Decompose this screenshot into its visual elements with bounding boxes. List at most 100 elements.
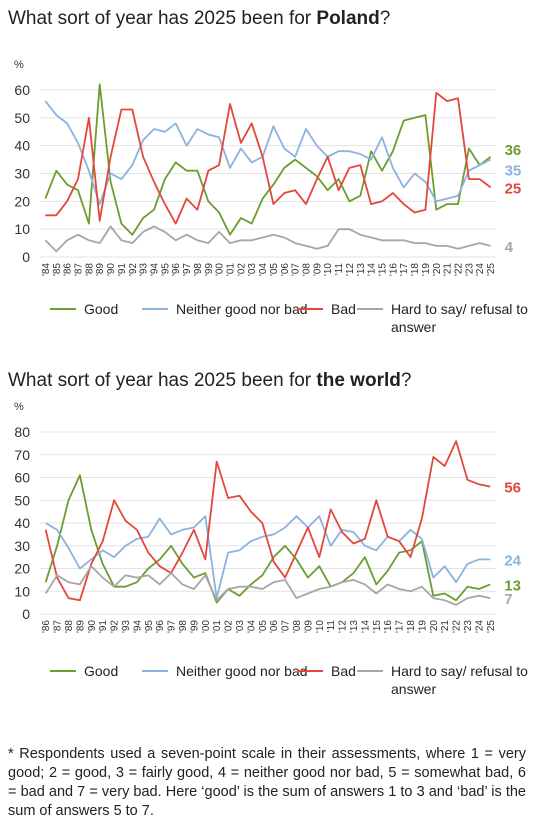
legend-label: Neither good nor bad (176, 663, 308, 679)
series-line (44, 565, 491, 606)
y-tick-label: 70 (14, 447, 30, 463)
legend-item: Neither good nor bad (142, 300, 331, 318)
x-tick-label: '22 (454, 263, 465, 276)
x-tick-label: '03 (235, 620, 246, 633)
x-tick-label: '04 (246, 620, 257, 633)
x-tick-label: '13 (356, 263, 367, 276)
x-tick-label: '10 (315, 620, 326, 633)
x-tick-label: '05 (269, 263, 280, 276)
legend-swatch (50, 308, 76, 310)
x-tick-label: '90 (106, 263, 117, 276)
x-tick-label: '19 (417, 620, 428, 633)
x-tick-label: '17 (399, 263, 410, 276)
legend-item: Neither good nor bad (142, 662, 331, 680)
legend-swatch (357, 308, 383, 310)
x-tick-label: '09 (312, 263, 323, 276)
end-label: 35 (505, 163, 522, 180)
end-label: 36 (505, 142, 522, 159)
x-tick-label: '16 (383, 620, 394, 633)
x-tick-label: '01 (212, 620, 223, 633)
series-line (44, 225, 491, 253)
end-label: 24 (504, 552, 521, 569)
legend-swatch (142, 308, 168, 310)
y-tick-label: 60 (14, 470, 30, 486)
footnote: * Respondents used a seven-point scale i… (8, 746, 526, 819)
legend-label: Neither good nor bad (176, 301, 308, 317)
y-tick-label: 50 (14, 492, 30, 508)
x-tick-label: '17 (395, 620, 406, 633)
x-tick-label: '85 (52, 263, 63, 276)
legend-swatch (297, 670, 323, 672)
y-axis-label: % (14, 401, 24, 413)
x-tick-label: '22 (452, 620, 463, 633)
x-tick-label: '15 (378, 263, 389, 276)
x-tick-label: '88 (84, 263, 95, 276)
legend-label: Bad (331, 301, 356, 317)
x-tick-label: '91 (117, 263, 128, 276)
x-tick-label: '93 (139, 263, 150, 276)
x-tick-label: '01 (226, 263, 237, 276)
y-tick-label: 10 (14, 221, 30, 237)
legend-swatch (142, 670, 168, 672)
x-tick-label: '06 (280, 263, 291, 276)
series-line (44, 440, 491, 602)
title-text: What sort of year has 2025 been for (8, 8, 317, 29)
x-tick-label: '14 (367, 263, 378, 276)
x-tick-label: '25 (486, 620, 497, 633)
y-axis-label: % (14, 59, 24, 71)
series-line (45, 515, 491, 600)
x-tick-label: '14 (360, 620, 371, 633)
x-tick-label: '84 (41, 263, 52, 276)
x-tick-label: '96 (155, 620, 166, 633)
x-tick-label: '94 (132, 620, 143, 633)
y-tick-label: 0 (22, 606, 30, 622)
x-tick-label: '19 (421, 263, 432, 276)
legend-label: Good (84, 663, 119, 679)
legend-swatch (297, 308, 323, 310)
x-tick-label: '92 (128, 263, 139, 276)
x-tick-label: '86 (63, 263, 74, 276)
x-tick-label: '89 (75, 620, 86, 633)
x-tick-label: '99 (204, 263, 215, 276)
x-tick-label: '94 (150, 263, 161, 276)
y-tick-label: 40 (14, 138, 30, 154)
y-tick-label: 30 (14, 166, 30, 182)
x-tick-label: '18 (406, 620, 417, 633)
x-tick-label: '08 (292, 620, 303, 633)
x-tick-label: '06 (269, 620, 280, 633)
x-tick-label: '98 (178, 620, 189, 633)
end-label: 56 (504, 480, 521, 497)
x-tick-label: '92 (110, 620, 121, 633)
series-line (44, 83, 492, 236)
legend-item: Bad (297, 662, 386, 680)
x-tick-label: '21 (440, 620, 451, 633)
x-tick-label: '86 (41, 620, 52, 633)
x-tick-label: '99 (189, 620, 200, 633)
x-tick-label: '12 (338, 620, 349, 633)
x-tick-label: '96 (171, 263, 182, 276)
end-label: 13 (504, 577, 521, 594)
x-tick-label: '87 (74, 263, 85, 276)
x-tick-label: '21 (443, 263, 454, 276)
end-label: 4 (505, 239, 514, 256)
legend-item: Hard to say/ refusal to answer (357, 300, 534, 336)
y-tick-label: 40 (14, 515, 30, 531)
x-tick-label: '03 (247, 263, 258, 276)
title-suffix: ? (379, 8, 391, 29)
x-tick-label: '23 (463, 620, 474, 633)
x-tick-label: '95 (160, 263, 171, 276)
y-tick-label: 20 (14, 561, 30, 577)
x-tick-label: '07 (291, 263, 302, 276)
x-tick-label: '91 (98, 620, 109, 633)
x-tick-label: '97 (182, 263, 193, 276)
x-tick-label: '02 (236, 263, 247, 276)
legend-swatch (50, 670, 76, 672)
legend-item: Good (50, 662, 176, 680)
title-emphasis: the world (316, 370, 401, 391)
y-tick-label: 10 (14, 583, 30, 599)
y-tick-label: 0 (22, 249, 30, 265)
x-tick-label: '20 (432, 263, 443, 276)
x-tick-label: '25 (486, 263, 497, 276)
